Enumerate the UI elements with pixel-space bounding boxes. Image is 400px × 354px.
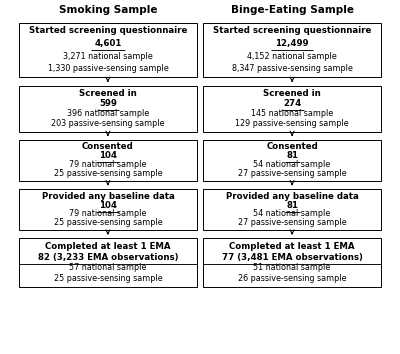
FancyBboxPatch shape [203, 140, 381, 181]
Text: 77 (3,481 EMA observations): 77 (3,481 EMA observations) [222, 252, 362, 262]
Text: Provided any baseline data: Provided any baseline data [226, 192, 358, 201]
Text: Completed at least 1 EMA: Completed at least 1 EMA [229, 241, 355, 251]
Text: Started screening questionnaire: Started screening questionnaire [29, 26, 187, 35]
Text: Provided any baseline data: Provided any baseline data [42, 192, 174, 201]
FancyBboxPatch shape [19, 86, 197, 132]
Text: Smoking Sample: Smoking Sample [59, 5, 157, 15]
Text: 25 passive-sensing sample: 25 passive-sensing sample [54, 218, 162, 227]
Text: 79 national sample: 79 national sample [69, 160, 146, 169]
Text: 54 national sample: 54 national sample [254, 160, 331, 169]
FancyBboxPatch shape [19, 23, 197, 78]
Text: 104: 104 [99, 151, 117, 160]
Text: 4,601: 4,601 [94, 39, 122, 48]
Text: Binge-Eating Sample: Binge-Eating Sample [231, 5, 354, 15]
Text: 12,499: 12,499 [275, 39, 309, 48]
Text: 81: 81 [286, 151, 298, 160]
Text: Started screening questionnaire: Started screening questionnaire [213, 26, 371, 35]
Text: 51 national sample: 51 national sample [254, 263, 331, 273]
Text: Consented: Consented [82, 142, 134, 151]
Text: 599: 599 [99, 99, 117, 108]
Text: 25 passive-sensing sample: 25 passive-sensing sample [54, 274, 162, 283]
FancyBboxPatch shape [203, 23, 381, 78]
Text: 54 national sample: 54 national sample [254, 210, 331, 218]
Text: 79 national sample: 79 national sample [69, 210, 146, 218]
Text: 145 national sample: 145 national sample [251, 109, 333, 118]
Text: 81: 81 [286, 200, 298, 210]
Text: 104: 104 [99, 200, 117, 210]
Text: Completed at least 1 EMA: Completed at least 1 EMA [45, 241, 171, 251]
Text: Consented: Consented [266, 142, 318, 151]
FancyBboxPatch shape [203, 189, 381, 230]
Text: 27 passive-sensing sample: 27 passive-sensing sample [238, 169, 346, 178]
Text: 274: 274 [283, 99, 301, 108]
Text: 396 national sample: 396 national sample [67, 109, 149, 118]
FancyBboxPatch shape [203, 86, 381, 132]
FancyBboxPatch shape [19, 140, 197, 181]
FancyBboxPatch shape [19, 238, 197, 287]
Text: 26 passive-sensing sample: 26 passive-sensing sample [238, 274, 346, 283]
Text: 1,330 passive-sensing sample: 1,330 passive-sensing sample [48, 63, 168, 73]
Text: 3,271 national sample: 3,271 national sample [63, 52, 153, 61]
Text: 8,347 passive-sensing sample: 8,347 passive-sensing sample [232, 63, 352, 73]
Text: 27 passive-sensing sample: 27 passive-sensing sample [238, 218, 346, 227]
Text: 129 passive-sensing sample: 129 passive-sensing sample [235, 119, 349, 128]
FancyBboxPatch shape [19, 189, 197, 230]
Text: Screened in: Screened in [263, 88, 321, 98]
Text: 203 passive-sensing sample: 203 passive-sensing sample [51, 119, 165, 128]
Text: 4,152 national sample: 4,152 national sample [247, 52, 337, 61]
FancyBboxPatch shape [203, 238, 381, 287]
Text: 25 passive-sensing sample: 25 passive-sensing sample [54, 169, 162, 178]
Text: Screened in: Screened in [79, 88, 137, 98]
Text: 57 national sample: 57 national sample [69, 263, 146, 273]
Text: 82 (3,233 EMA observations): 82 (3,233 EMA observations) [38, 252, 178, 262]
